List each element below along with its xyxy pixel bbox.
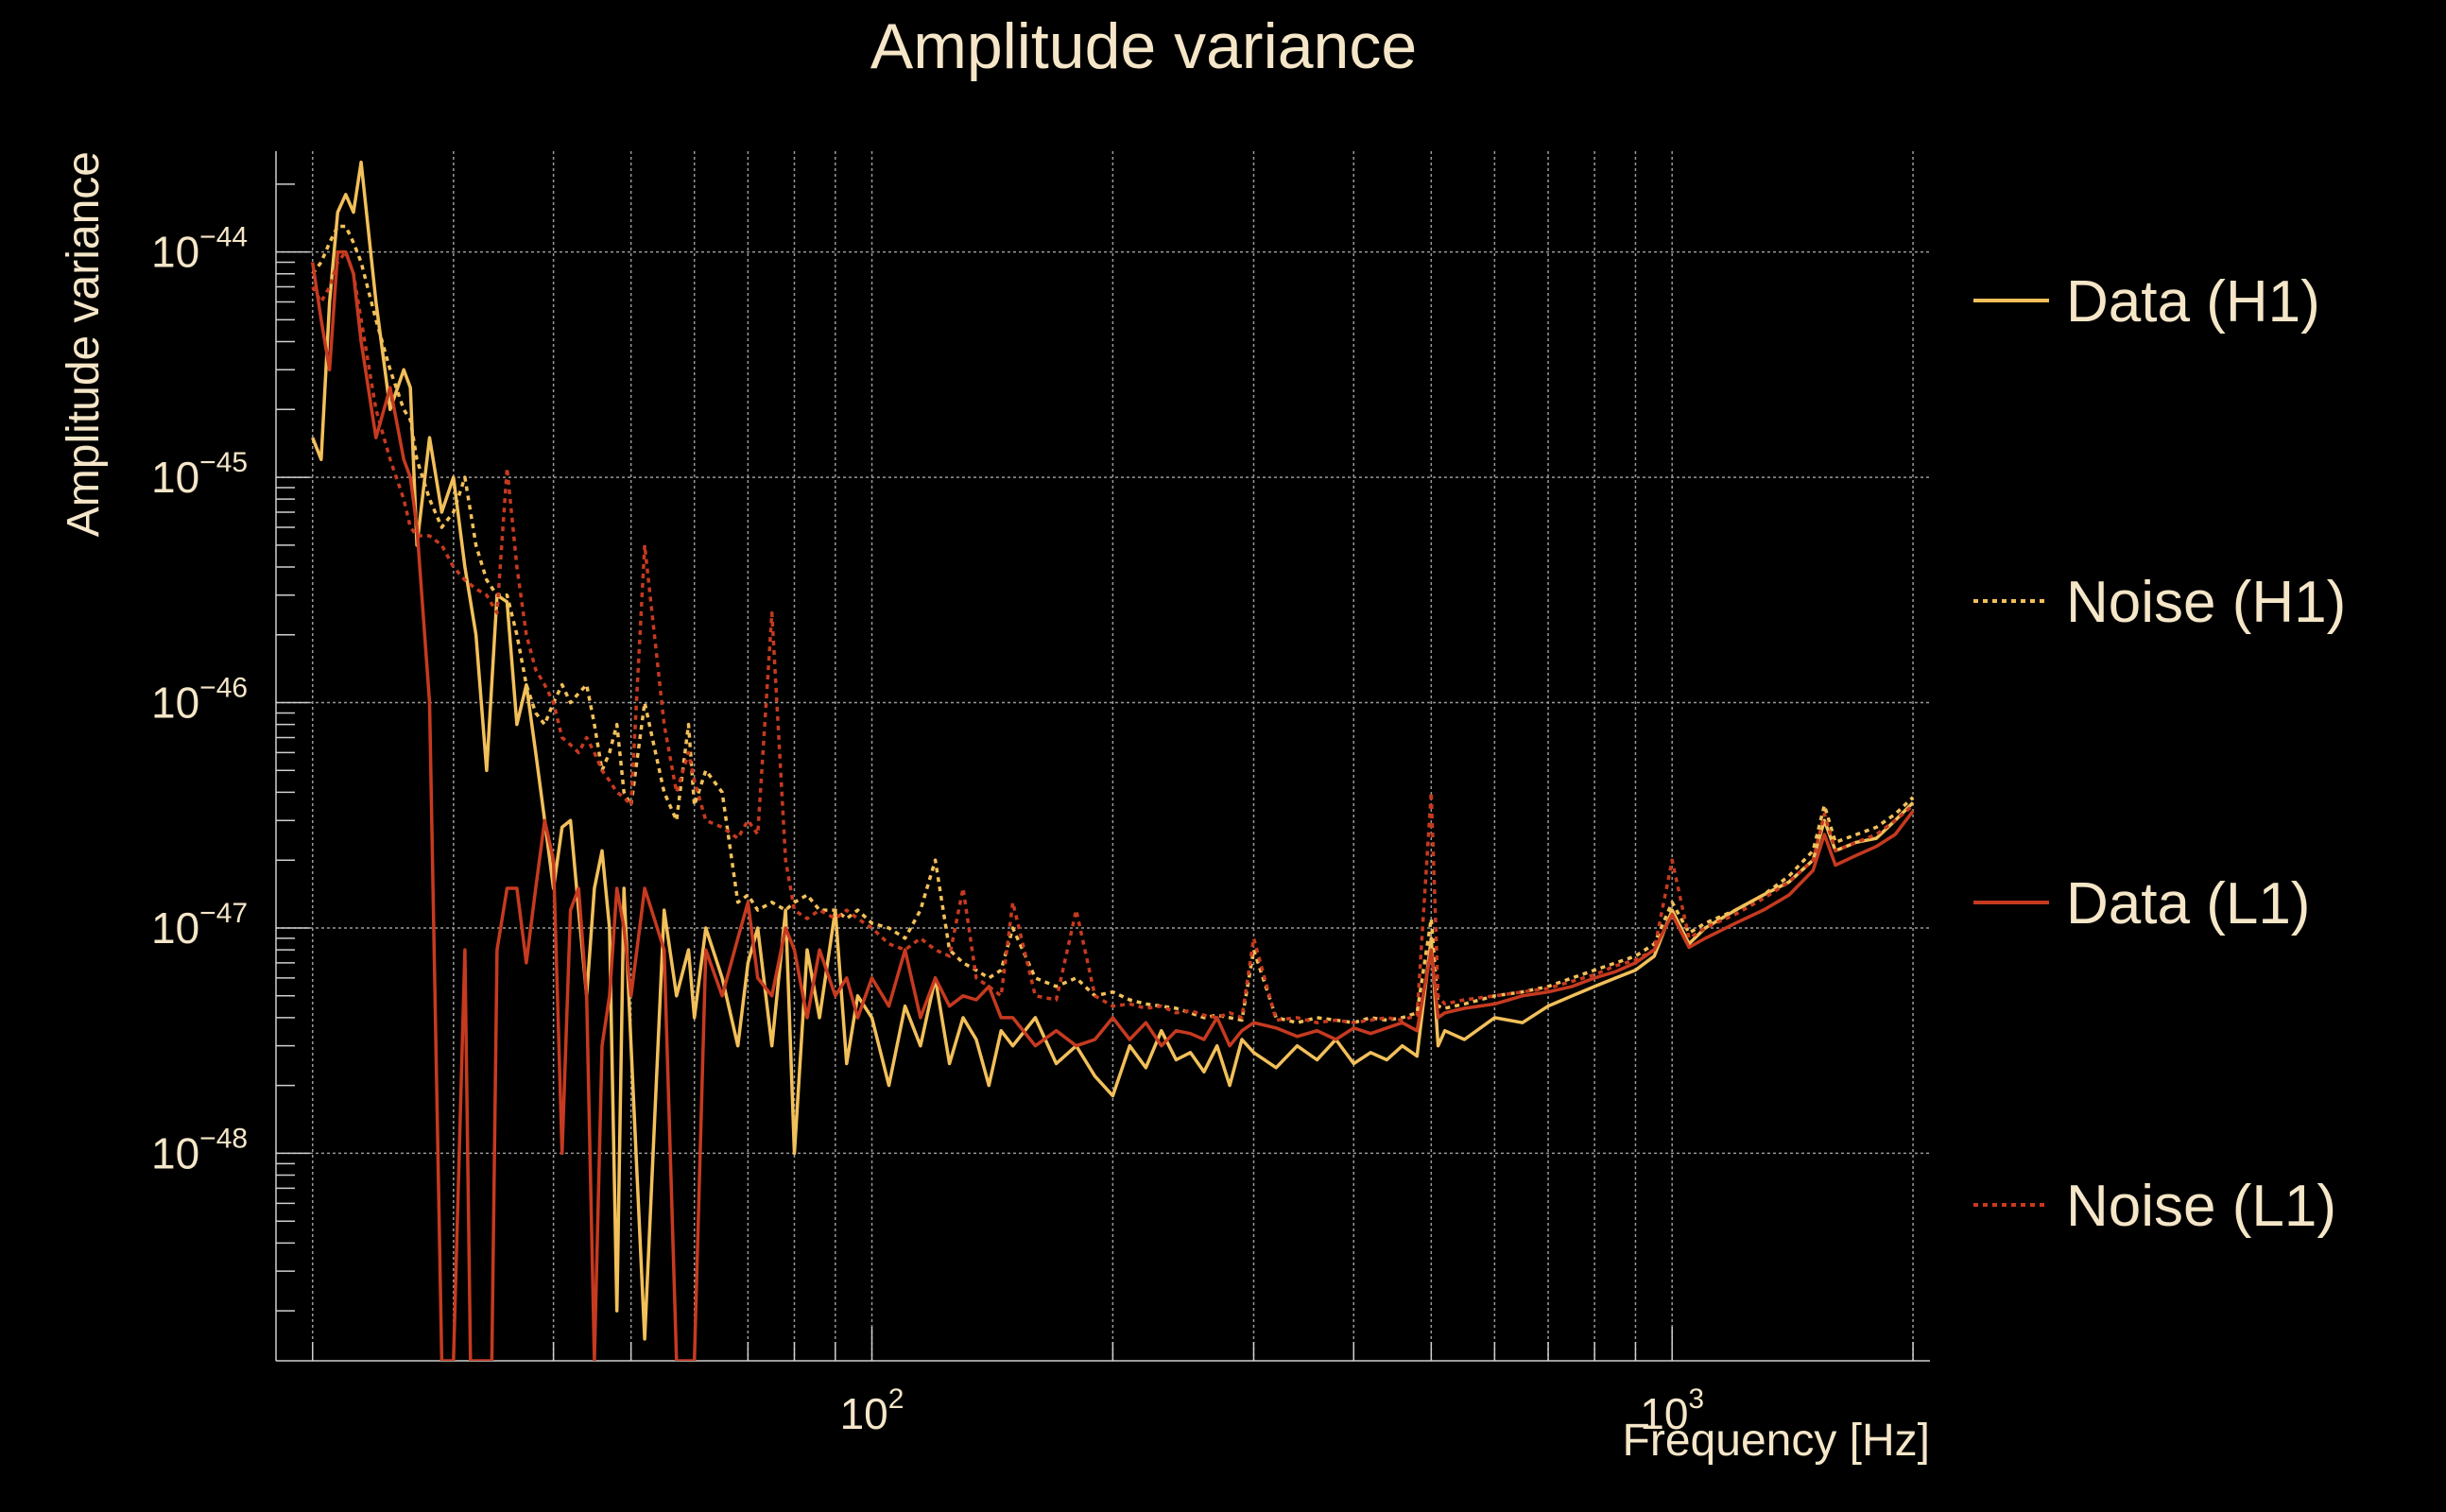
y-axis: 10−44 10−45 10−46 10−47 10−48 [151,183,310,1312]
chart-title: Amplitude variance [870,10,1417,82]
x-tick-label: 103 [1640,1383,1704,1438]
axes-frame [275,151,1930,1362]
y-tick-label: 10−47 [151,898,248,953]
series-line-data-l1 [310,249,1915,1361]
series-line-data-h1 [311,160,1915,1341]
plot-series [310,160,1915,1361]
y-tick-label: 10−45 [151,447,248,502]
x-tick-label: 102 [840,1383,904,1438]
legend: Data (H1) Noise (H1) Data (L1) Noise (L1) [1973,269,2346,1239]
y-tick-label: 10−46 [151,673,248,728]
legend-label: Noise (L1) [2066,1174,2336,1239]
legend-label: Data (L1) [2066,871,2310,936]
y-axis-title: Amplitude variance [59,151,109,537]
y-tick-label: 10−44 [151,222,248,277]
x-axis-title: Frequency [Hz] [1623,1416,1930,1466]
grid [276,151,1930,1361]
y-tick-label: 10−48 [151,1123,248,1177]
x-axis: 102 103 [311,1327,1914,1438]
series-line-noise-h1 [311,224,1915,1024]
legend-label: Noise (H1) [2066,570,2346,635]
legend-label: Data (H1) [2066,269,2320,335]
